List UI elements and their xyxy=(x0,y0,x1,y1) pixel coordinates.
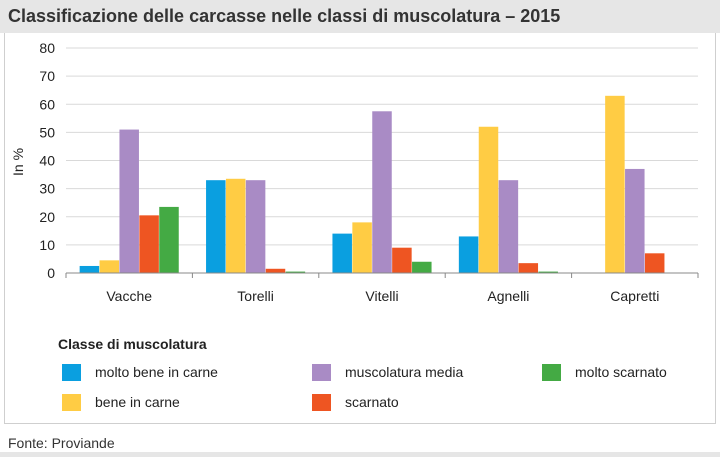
bar xyxy=(99,260,120,273)
bar xyxy=(412,261,432,273)
bar xyxy=(605,95,625,273)
x-axis-ticks: Vacche Torelli Vitelli Agnelli Capretti xyxy=(106,288,659,304)
legend-label: molto scarnato xyxy=(575,364,667,380)
bottom-rule xyxy=(0,452,720,457)
legend-swatch xyxy=(312,393,331,411)
y-axis-ticks: 0 10 20 30 40 50 60 70 80 xyxy=(39,40,55,281)
title-bar: Classificazione delle carcasse nelle cla… xyxy=(0,0,720,33)
y-axis-label: In % xyxy=(10,148,26,176)
legend-swatch xyxy=(62,393,81,411)
legend-item-muscolatura-media: muscolatura media xyxy=(312,362,463,382)
source-note: Fonte: Proviande xyxy=(8,435,115,451)
legend-label: muscolatura media xyxy=(345,364,464,380)
y-tick-label: 60 xyxy=(39,96,55,112)
bar xyxy=(206,180,226,273)
chart-title: Classificazione delle carcasse nelle cla… xyxy=(8,6,561,26)
bar xyxy=(498,180,519,273)
y-tick-label: 10 xyxy=(39,237,55,253)
y-tick-label: 40 xyxy=(39,153,55,169)
bar xyxy=(644,253,665,273)
legend-item-molto-bene-in-carne: molto bene in carne xyxy=(62,362,218,382)
y-tick-label: 20 xyxy=(39,209,55,225)
bar xyxy=(265,268,286,273)
y-tick-label: 30 xyxy=(39,181,55,197)
bar xyxy=(245,180,266,273)
x-tick-label: Capretti xyxy=(610,288,659,304)
bar xyxy=(332,233,352,273)
legend-item-molto-scarnato: molto scarnato xyxy=(542,362,667,382)
x-tick-label: Vacche xyxy=(106,288,152,304)
bar xyxy=(625,168,645,273)
y-tick-label: 0 xyxy=(47,265,55,281)
bar xyxy=(225,178,246,273)
bar xyxy=(79,265,100,273)
x-tick-label: Agnelli xyxy=(487,288,529,304)
legend-label: molto bene in carne xyxy=(95,364,218,380)
bar xyxy=(352,222,372,273)
bar xyxy=(538,271,558,273)
bar xyxy=(478,126,499,273)
legend-label: bene in carne xyxy=(95,394,180,410)
legend-swatch xyxy=(542,363,561,381)
y-tick-label: 70 xyxy=(39,68,55,84)
x-tick-label: Vitelli xyxy=(365,288,398,304)
legend-title: Classe di muscolatura xyxy=(58,336,207,352)
y-tick-label: 80 xyxy=(39,40,55,56)
bar xyxy=(139,215,159,273)
legend-label: scarnato xyxy=(345,394,399,410)
bar xyxy=(392,247,412,273)
y-tick-label: 50 xyxy=(39,124,55,140)
x-axis xyxy=(65,272,699,278)
bar xyxy=(119,129,139,273)
bar xyxy=(518,263,539,273)
bar xyxy=(285,271,306,273)
bar xyxy=(458,236,479,273)
legend-item-bene-in-carne: bene in carne xyxy=(62,392,180,412)
bars xyxy=(79,95,665,273)
bar xyxy=(159,206,179,273)
legend-swatch xyxy=(62,363,81,381)
legend-item-scarnato: scarnato xyxy=(312,392,399,412)
legend-swatch xyxy=(312,363,331,381)
x-tick-label: Torelli xyxy=(237,288,274,304)
bar xyxy=(372,111,392,273)
